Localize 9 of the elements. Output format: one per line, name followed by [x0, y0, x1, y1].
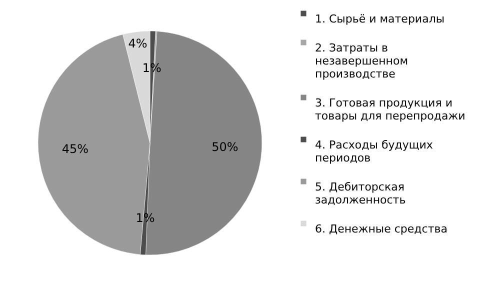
data-label: 4% — [128, 36, 148, 51]
legend-label: 5. Дебиторская задолженность — [315, 180, 406, 206]
legend-label: 2. Затраты в незавершенном производстве — [315, 42, 408, 80]
data-label: 50% — [212, 140, 238, 154]
legend-label: 1. Сырьё и материалы — [315, 12, 445, 26]
legend-label: 4. Расходы будущих периодов — [315, 138, 434, 164]
data-label: 45% — [62, 142, 89, 156]
legend-label: 3. Готовая продукция и товары для перепродажи — [315, 96, 466, 122]
legend-label: 6. Денежные средства — [315, 222, 448, 236]
